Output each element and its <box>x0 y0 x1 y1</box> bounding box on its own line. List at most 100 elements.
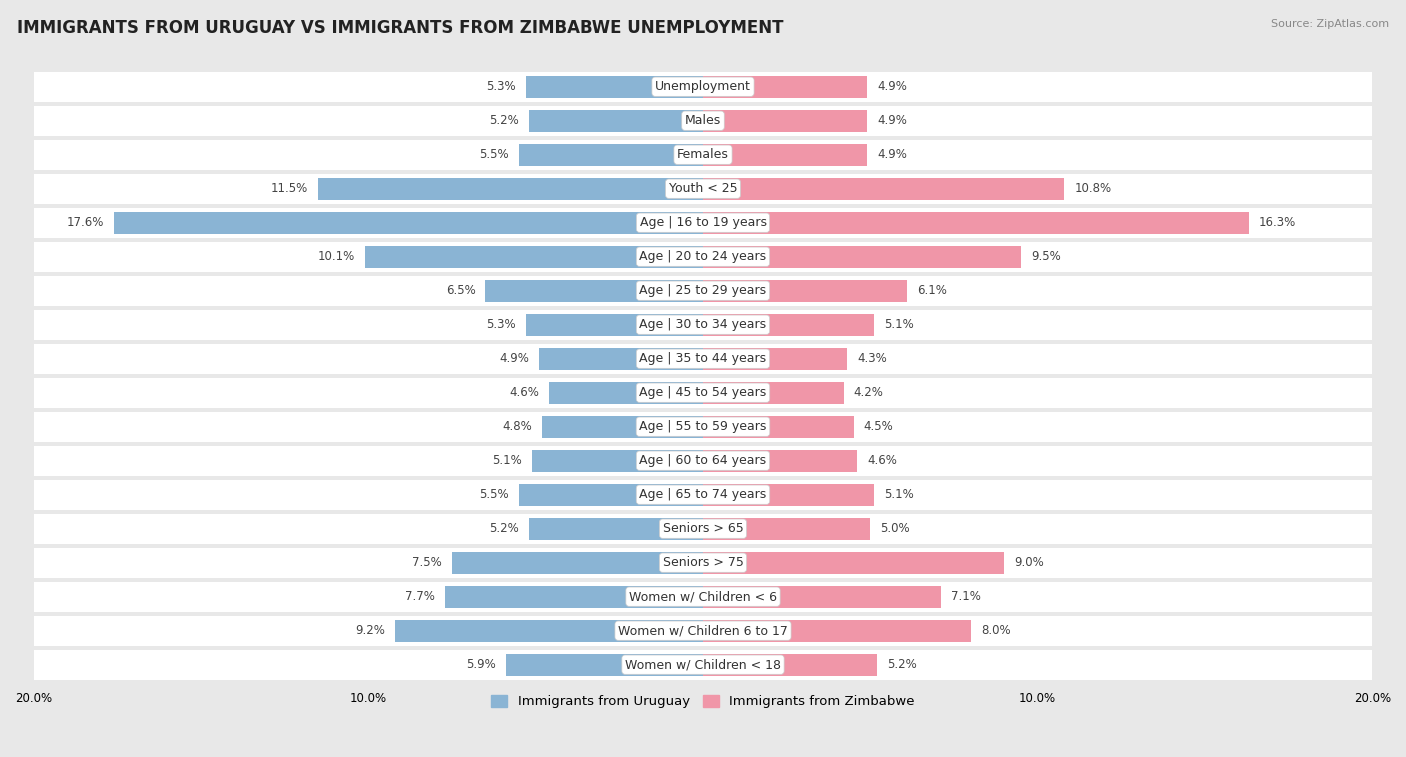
Text: Age | 30 to 34 years: Age | 30 to 34 years <box>640 318 766 331</box>
Text: Age | 25 to 29 years: Age | 25 to 29 years <box>640 284 766 298</box>
Text: 5.5%: 5.5% <box>479 148 509 161</box>
Text: 6.5%: 6.5% <box>446 284 475 298</box>
Bar <box>703 144 868 166</box>
Bar <box>34 412 1372 441</box>
Text: 10.1%: 10.1% <box>318 250 354 263</box>
Bar <box>543 416 703 438</box>
Bar <box>529 518 703 540</box>
Bar <box>34 106 1372 136</box>
Text: 5.1%: 5.1% <box>492 454 522 467</box>
Text: Age | 60 to 64 years: Age | 60 to 64 years <box>640 454 766 467</box>
Text: 5.1%: 5.1% <box>884 488 914 501</box>
Bar <box>34 615 1372 646</box>
Text: 17.6%: 17.6% <box>66 217 104 229</box>
Text: 5.2%: 5.2% <box>887 658 917 671</box>
Text: 5.0%: 5.0% <box>880 522 910 535</box>
Text: Age | 65 to 74 years: Age | 65 to 74 years <box>640 488 766 501</box>
Bar <box>529 110 703 132</box>
Bar <box>34 140 1372 170</box>
Bar <box>526 76 703 98</box>
Text: 4.9%: 4.9% <box>499 352 529 365</box>
Bar <box>34 650 1372 680</box>
Bar <box>34 378 1372 407</box>
Legend: Immigrants from Uruguay, Immigrants from Zimbabwe: Immigrants from Uruguay, Immigrants from… <box>486 690 920 714</box>
Text: 4.8%: 4.8% <box>502 420 533 433</box>
Bar <box>703 586 941 608</box>
Text: 4.9%: 4.9% <box>877 114 907 127</box>
Bar <box>703 279 907 302</box>
Text: Unemployment: Unemployment <box>655 80 751 93</box>
Bar <box>34 241 1372 272</box>
Text: 11.5%: 11.5% <box>271 182 308 195</box>
Text: 7.1%: 7.1% <box>950 590 980 603</box>
Bar <box>703 212 1249 234</box>
Bar <box>703 347 846 369</box>
Bar <box>526 313 703 335</box>
Text: 4.6%: 4.6% <box>868 454 897 467</box>
Bar <box>34 173 1372 204</box>
Bar <box>34 446 1372 475</box>
Bar <box>703 450 858 472</box>
Bar <box>34 207 1372 238</box>
Text: Women w/ Children < 18: Women w/ Children < 18 <box>626 658 780 671</box>
Bar <box>703 518 870 540</box>
Bar <box>318 178 703 200</box>
Text: 4.9%: 4.9% <box>877 80 907 93</box>
Text: Source: ZipAtlas.com: Source: ZipAtlas.com <box>1271 19 1389 29</box>
Text: 7.7%: 7.7% <box>405 590 436 603</box>
Text: 4.2%: 4.2% <box>853 386 883 399</box>
Text: 5.3%: 5.3% <box>486 318 516 331</box>
Bar <box>703 484 873 506</box>
Text: Females: Females <box>678 148 728 161</box>
Text: 9.2%: 9.2% <box>356 625 385 637</box>
Text: 10.8%: 10.8% <box>1074 182 1112 195</box>
Bar <box>34 514 1372 544</box>
Text: 7.5%: 7.5% <box>412 556 441 569</box>
Bar <box>34 310 1372 340</box>
Bar <box>34 548 1372 578</box>
Bar <box>703 313 873 335</box>
Text: 4.6%: 4.6% <box>509 386 538 399</box>
Bar <box>506 653 703 676</box>
Bar <box>395 619 703 642</box>
Bar <box>538 347 703 369</box>
Bar <box>703 76 868 98</box>
Text: 5.3%: 5.3% <box>486 80 516 93</box>
Bar <box>548 382 703 403</box>
Text: 6.1%: 6.1% <box>917 284 948 298</box>
Text: 4.3%: 4.3% <box>858 352 887 365</box>
Bar <box>703 552 1004 574</box>
Text: Age | 16 to 19 years: Age | 16 to 19 years <box>640 217 766 229</box>
Text: 5.9%: 5.9% <box>465 658 495 671</box>
Text: 9.5%: 9.5% <box>1031 250 1060 263</box>
Text: 4.9%: 4.9% <box>877 148 907 161</box>
Text: 16.3%: 16.3% <box>1258 217 1296 229</box>
Text: 5.5%: 5.5% <box>479 488 509 501</box>
Text: Women w/ Children < 6: Women w/ Children < 6 <box>628 590 778 603</box>
Bar <box>533 450 703 472</box>
Text: 5.2%: 5.2% <box>489 114 519 127</box>
Text: 5.2%: 5.2% <box>489 522 519 535</box>
Text: Women w/ Children 6 to 17: Women w/ Children 6 to 17 <box>619 625 787 637</box>
Bar <box>703 653 877 676</box>
Text: Seniors > 75: Seniors > 75 <box>662 556 744 569</box>
Bar <box>366 245 703 268</box>
Bar <box>34 581 1372 612</box>
Text: Males: Males <box>685 114 721 127</box>
Text: Youth < 25: Youth < 25 <box>669 182 737 195</box>
Text: Age | 35 to 44 years: Age | 35 to 44 years <box>640 352 766 365</box>
Bar <box>703 178 1064 200</box>
Bar <box>703 619 970 642</box>
Bar <box>34 344 1372 374</box>
Text: 5.1%: 5.1% <box>884 318 914 331</box>
Bar <box>451 552 703 574</box>
Text: 8.0%: 8.0% <box>981 625 1011 637</box>
Text: Age | 45 to 54 years: Age | 45 to 54 years <box>640 386 766 399</box>
Bar <box>519 144 703 166</box>
Text: 9.0%: 9.0% <box>1014 556 1045 569</box>
Bar <box>34 480 1372 509</box>
Bar <box>114 212 703 234</box>
Bar <box>703 416 853 438</box>
Text: IMMIGRANTS FROM URUGUAY VS IMMIGRANTS FROM ZIMBABWE UNEMPLOYMENT: IMMIGRANTS FROM URUGUAY VS IMMIGRANTS FR… <box>17 19 783 37</box>
Text: Seniors > 65: Seniors > 65 <box>662 522 744 535</box>
